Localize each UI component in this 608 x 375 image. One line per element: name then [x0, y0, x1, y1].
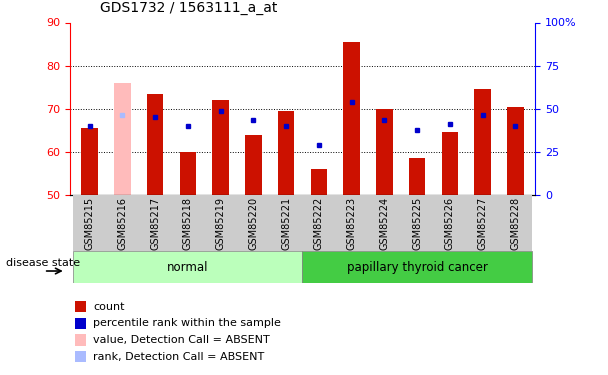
Bar [434, 195, 466, 251]
Text: count: count [93, 302, 125, 312]
Bar [204, 195, 237, 251]
Bar [474, 89, 491, 195]
Bar [401, 195, 434, 251]
Text: GSM85224: GSM85224 [379, 196, 389, 250]
Bar [75, 301, 86, 312]
Text: value, Detection Call = ABSENT: value, Detection Call = ABSENT [93, 335, 270, 345]
Bar [368, 195, 401, 251]
Bar [139, 195, 171, 251]
Bar [179, 152, 196, 195]
Text: GSM85221: GSM85221 [281, 196, 291, 250]
Text: GSM85225: GSM85225 [412, 196, 422, 250]
Bar [147, 94, 164, 195]
Bar [466, 195, 499, 251]
Text: percentile rank within the sample: percentile rank within the sample [93, 318, 281, 328]
Text: GSM85226: GSM85226 [445, 196, 455, 250]
Bar [278, 111, 294, 195]
Bar [302, 195, 335, 251]
Bar [376, 109, 393, 195]
Bar [409, 158, 426, 195]
Text: GSM85228: GSM85228 [510, 196, 520, 250]
Text: GSM85218: GSM85218 [183, 196, 193, 250]
Bar [507, 106, 523, 195]
Text: rank, Detection Call = ABSENT: rank, Detection Call = ABSENT [93, 351, 264, 361]
Bar [344, 42, 360, 195]
Text: papillary thyroid cancer: papillary thyroid cancer [347, 261, 488, 274]
Text: GSM85222: GSM85222 [314, 196, 324, 250]
Bar [81, 128, 98, 195]
Text: normal: normal [167, 261, 209, 274]
Bar [237, 195, 270, 251]
Text: disease state: disease state [6, 258, 80, 268]
Text: GSM85223: GSM85223 [347, 196, 357, 250]
Bar [75, 334, 86, 345]
Text: GSM85227: GSM85227 [478, 196, 488, 250]
Bar [499, 195, 532, 251]
Bar [311, 169, 327, 195]
Bar [73, 251, 302, 283]
Bar [441, 132, 458, 195]
Bar [302, 251, 532, 283]
Bar [270, 195, 303, 251]
Text: GSM85220: GSM85220 [248, 196, 258, 250]
Bar [75, 351, 86, 362]
Bar [73, 195, 106, 251]
Text: GSM85217: GSM85217 [150, 196, 160, 250]
Text: GSM85215: GSM85215 [85, 196, 95, 250]
Bar [171, 195, 204, 251]
Text: GSM85219: GSM85219 [216, 196, 226, 250]
Bar [212, 100, 229, 195]
Bar [114, 83, 131, 195]
Bar [245, 135, 261, 195]
Bar [106, 195, 139, 251]
Text: GDS1732 / 1563111_a_at: GDS1732 / 1563111_a_at [100, 1, 278, 15]
Bar [335, 195, 368, 251]
Bar [75, 318, 86, 329]
Text: GSM85216: GSM85216 [117, 196, 127, 250]
